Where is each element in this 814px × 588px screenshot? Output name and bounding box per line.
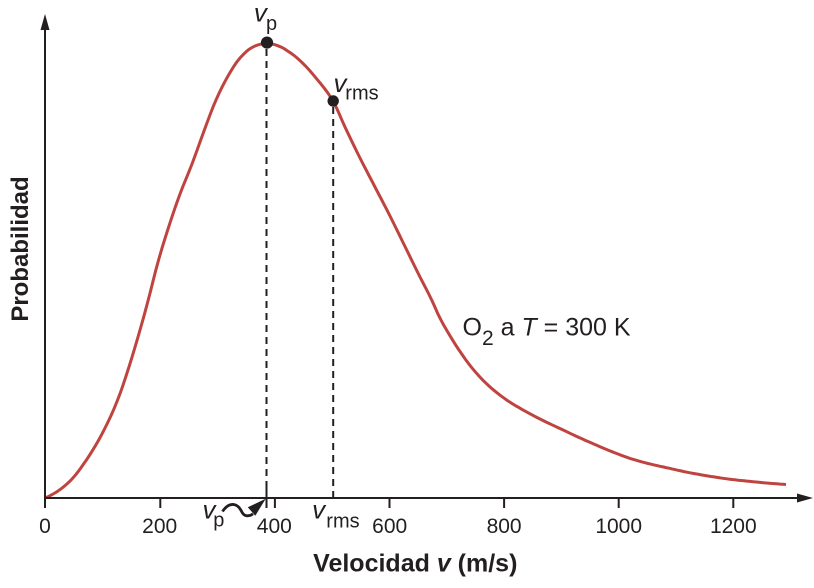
svg-text:Probabilidad: Probabilidad: [7, 176, 34, 321]
svg-text:p: p: [266, 13, 277, 35]
svg-text:v: v: [334, 68, 349, 98]
svg-text:p: p: [213, 509, 224, 531]
svg-text:800: 800: [487, 515, 522, 538]
svg-text:O2 a T = 300 K: O2 a T = 300 K: [463, 314, 631, 350]
svg-text:v: v: [312, 494, 327, 524]
svg-text:1000: 1000: [595, 515, 642, 538]
svg-text:Velocidad v (m/s): Velocidad v (m/s): [313, 550, 517, 578]
svg-text:rms: rms: [345, 83, 378, 105]
svg-text:v: v: [203, 494, 218, 524]
svg-text:200: 200: [142, 515, 177, 538]
svg-text:0: 0: [39, 515, 51, 538]
svg-text:600: 600: [372, 515, 407, 538]
svg-text:400: 400: [257, 515, 292, 538]
svg-text:v: v: [254, 0, 269, 28]
svg-text:1200: 1200: [710, 515, 757, 538]
svg-text:rms: rms: [326, 510, 359, 532]
